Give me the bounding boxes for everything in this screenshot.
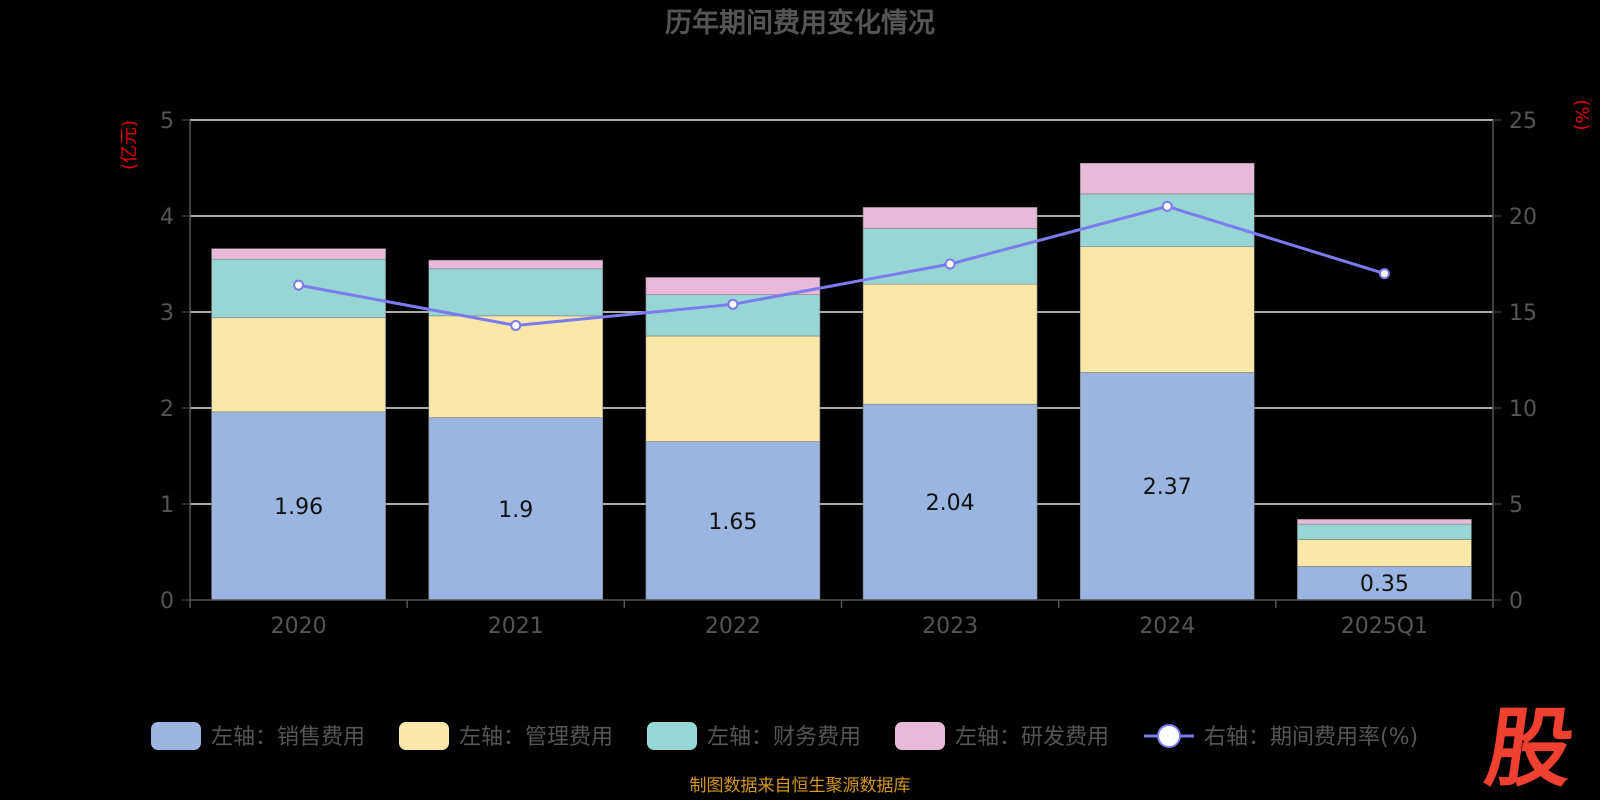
bar-segment xyxy=(645,441,821,601)
bars: 1.96 1.9 1.65 2.04 2.37 0.35 xyxy=(211,162,1472,601)
data-source: 制图数据来自恒生聚源数据库 xyxy=(690,776,911,796)
rate-line xyxy=(293,200,1390,331)
bar-segment xyxy=(211,248,386,260)
bar-segment xyxy=(862,403,1038,601)
legend-swatch xyxy=(399,722,449,750)
x-axis-tick-label: 2024 xyxy=(1139,614,1195,639)
grid xyxy=(190,119,1493,505)
right-axis-unit: (%) xyxy=(1571,99,1592,130)
bar-data-label: 1.65 xyxy=(708,510,757,535)
x-axis-tick-label: 2021 xyxy=(488,614,544,639)
bar-data-label: 2.37 xyxy=(1143,475,1192,500)
x-axis-tick-label: 2025Q1 xyxy=(1341,614,1428,639)
bar-data-label: 2.04 xyxy=(926,491,975,516)
left-axis-tick-label: 2 xyxy=(160,397,174,422)
legend-swatch xyxy=(647,722,697,750)
x-axis-tick-label: 2023 xyxy=(922,614,978,639)
chart-title: 历年期间费用变化情况 xyxy=(665,7,935,39)
rate-line-point xyxy=(727,298,739,310)
bar-segment xyxy=(1079,246,1255,373)
bar-data-label: 1.9 xyxy=(498,498,533,523)
right-axis-tick-label: 5 xyxy=(1509,493,1523,518)
right-axis-tick-label: 0 xyxy=(1509,589,1523,614)
rate-line-point xyxy=(944,258,956,270)
bar-segment xyxy=(428,268,604,317)
left-axis-tick-label: 5 xyxy=(160,109,174,134)
x-axis-tick-label: 2022 xyxy=(705,614,761,639)
right-axis-tick-label: 15 xyxy=(1509,301,1537,326)
rate-line-point xyxy=(510,319,522,331)
left-axis-unit: (亿元) xyxy=(119,120,140,170)
rate-line-point xyxy=(293,279,305,291)
bar-segment xyxy=(1297,519,1472,525)
bar-segment xyxy=(428,315,604,418)
bar-segment xyxy=(1079,162,1255,195)
left-axis-tick-label: 0 xyxy=(160,589,174,614)
legend-swatch xyxy=(895,722,945,750)
bar-segment xyxy=(428,417,604,601)
bar-segment xyxy=(428,259,604,270)
legend-label: 左轴：销售费用 xyxy=(211,725,365,750)
legend-label: 左轴：财务费用 xyxy=(707,725,861,750)
bar-data-label: 0.35 xyxy=(1360,572,1409,597)
legend-line-marker xyxy=(1157,724,1181,748)
bar-segment xyxy=(211,317,386,413)
right-axis-tick-label: 10 xyxy=(1509,397,1537,422)
rate-line-path xyxy=(298,204,1385,327)
legend-label: 左轴：管理费用 xyxy=(459,725,613,750)
bar-segment xyxy=(862,283,1038,405)
legend: 左轴：销售费用 左轴：管理费用 左轴：财务费用 左轴：研发费用 右轴：期间费用率(%) xyxy=(151,722,1418,750)
axes: 0 1 2 3 4 5 0 5 10 15 20 25 2020 2021 2022 2023 2024 2025… xyxy=(160,109,1537,639)
bar-segment xyxy=(1297,566,1472,601)
bar-segment xyxy=(211,411,386,601)
bar-segment xyxy=(645,335,821,442)
legend-label: 右轴：期间费用率(%) xyxy=(1204,725,1418,750)
bar-segment xyxy=(862,207,1038,229)
logo-mark: 股 xyxy=(1480,699,1580,799)
left-axis-tick-label: 4 xyxy=(160,205,174,230)
x-axis-tick-label: 2020 xyxy=(271,614,327,639)
right-axis-tick-label: 25 xyxy=(1509,109,1537,134)
bar-data-label: 1.96 xyxy=(274,495,323,520)
bar-segment xyxy=(645,277,821,296)
legend-label: 左轴：研发费用 xyxy=(955,725,1109,750)
legend-swatch xyxy=(151,722,201,750)
rate-line-point xyxy=(1161,200,1173,212)
left-axis-tick-label: 3 xyxy=(160,301,174,326)
left-axis-tick-label: 1 xyxy=(160,493,174,518)
right-axis-tick-label: 20 xyxy=(1509,205,1537,230)
rate-line-point xyxy=(1378,268,1390,280)
bar-segment xyxy=(1297,523,1472,540)
bar-segment xyxy=(1297,539,1472,567)
bar-segment xyxy=(1079,372,1255,601)
